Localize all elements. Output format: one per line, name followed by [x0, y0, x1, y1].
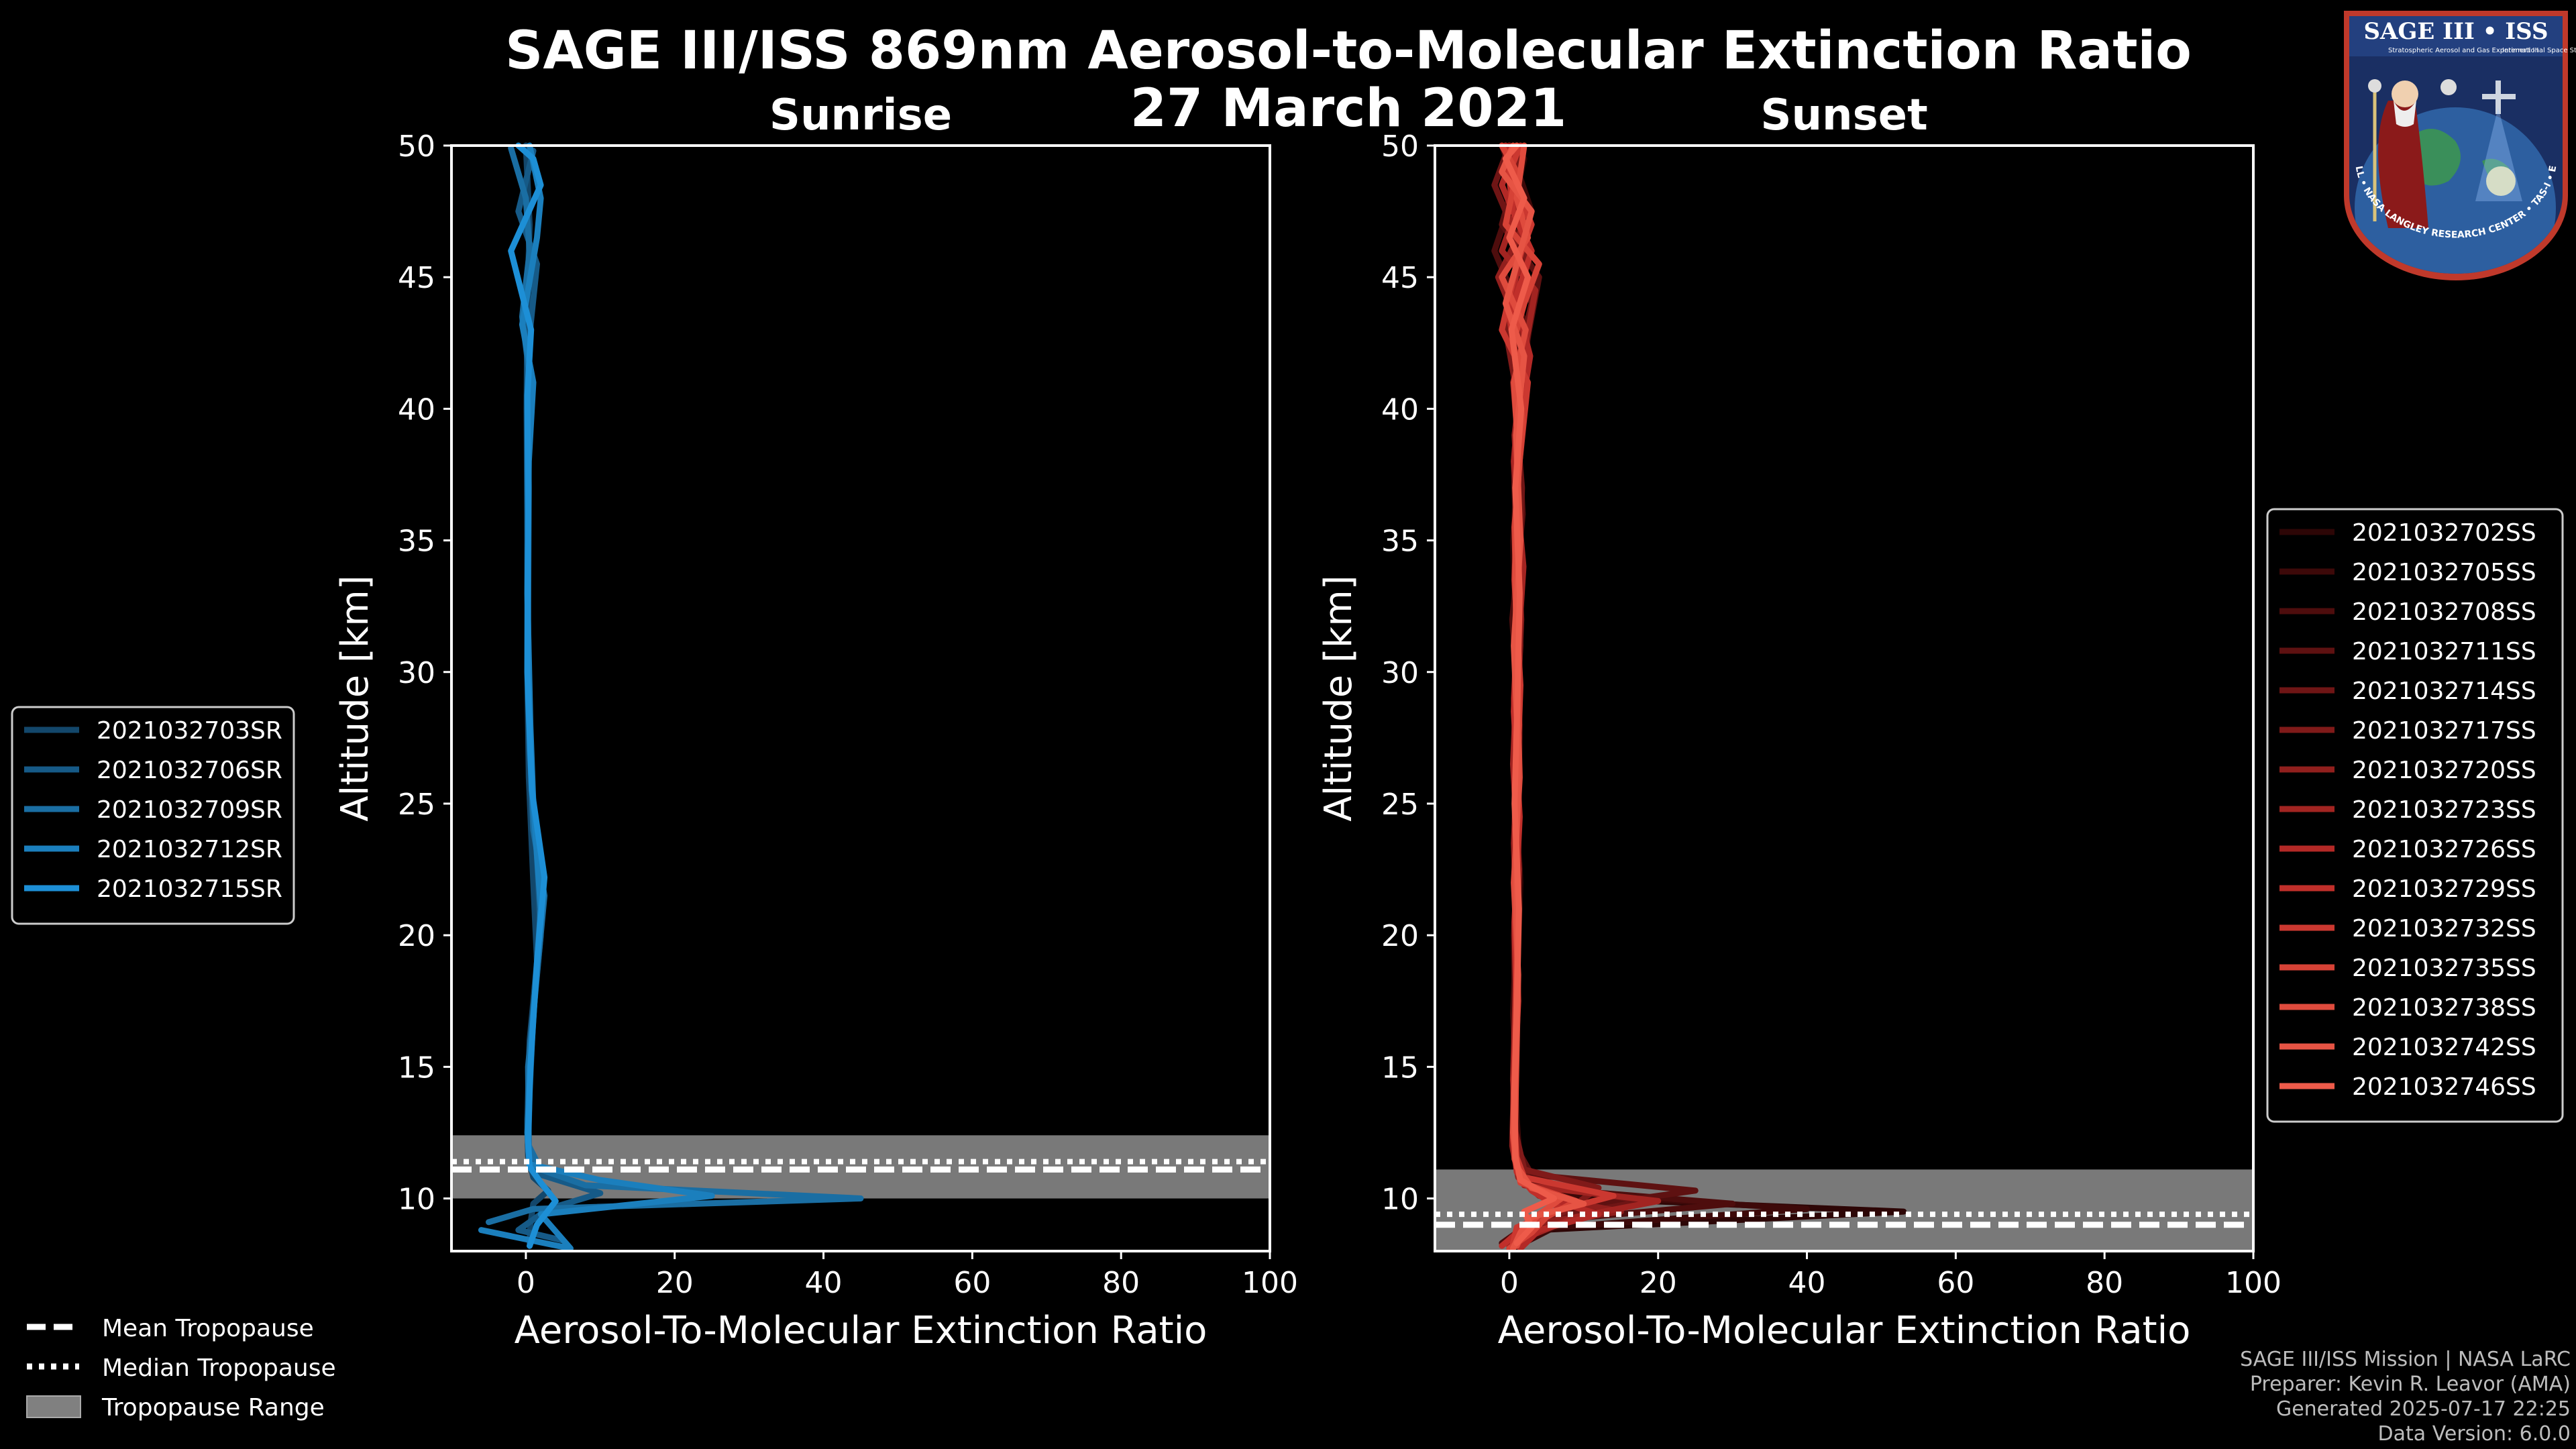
- sunset-legend-label: 2021032714SS: [2352, 678, 2536, 705]
- astronomer-icon: [2378, 101, 2428, 228]
- credit-generated: Generated 2025-07-17 22:25: [2276, 1397, 2571, 1421]
- sunset-legend-label: 2021032711SS: [2352, 638, 2536, 665]
- sunrise-y-tick-label: 10: [398, 1183, 435, 1217]
- sunset-y-tick-label: 10: [1381, 1183, 1419, 1217]
- sunset-legend-label: 2021032738SS: [2352, 994, 2536, 1022]
- tropopause-range-label: Tropopause Range: [101, 1394, 325, 1421]
- figure-date: 27 March 2021: [1130, 78, 1566, 139]
- sunrise-x-tick-label: 20: [656, 1266, 694, 1300]
- sunset-panel: Sunset 0 20 40 60 80 100 10 15 20 25 30 35 40 45 50 Aero…: [1317, 91, 2282, 1352]
- sunset-x-tick-label: 40: [1788, 1266, 1826, 1300]
- sunrise-y-tick-label: 50: [398, 129, 435, 164]
- sunrise-x-axis-label: Aerosol-To-Molecular Extinction Ratio: [515, 1309, 1208, 1352]
- sunrise-y-tick-label: 25: [398, 788, 435, 822]
- sunset-axes-frame: [1434, 144, 2255, 1252]
- sunset-y-axis-label: Altitude [km]: [1317, 575, 1360, 821]
- sunrise-y-tick-label: 40: [398, 392, 435, 427]
- sunset-y-tick-label: 35: [1381, 525, 1419, 559]
- sunset-x-tick-label: 80: [2086, 1266, 2123, 1300]
- sunrise-y-axis-label: Altitude [km]: [333, 575, 377, 821]
- sunset-y-tick-label: 20: [1381, 919, 1419, 953]
- logo-subtitle-right: International Space Station: [2502, 47, 2576, 54]
- sunset-legend-label: 2021032705SS: [2352, 559, 2536, 586]
- sunrise-x-tick-label: 60: [953, 1266, 991, 1300]
- sunrise-legend: 2021032703SR 2021032706SR 2021032709SR 2021…: [11, 706, 295, 925]
- sunset-x-tick-label: 0: [1500, 1266, 1519, 1300]
- logo-subtitle-left: Stratospheric Aerosol and Gas Experiment…: [2388, 47, 2538, 54]
- sunset-x-tick-label: 20: [1640, 1266, 1677, 1300]
- sunset-legend-frame: [2266, 508, 2564, 1123]
- sunset-y-tick-label: 45: [1381, 261, 1419, 295]
- credit-preparer: Preparer: Kevin R. Leavor (AMA): [2250, 1373, 2571, 1396]
- sunrise-plot-area: [451, 146, 1270, 1251]
- sunrise-legend-label: 2021032709SR: [97, 796, 282, 824]
- sunrise-x-tick-label: 80: [1102, 1266, 1140, 1300]
- sunrise-legend-label: 2021032703SR: [97, 717, 282, 745]
- sunset-legend-label: 2021032717SS: [2352, 717, 2536, 745]
- credit-data-version: Data Version: 6.0.0: [2378, 1422, 2571, 1446]
- sunset-legend-label: 2021032746SS: [2352, 1073, 2536, 1101]
- sunrise-y-tick-label: 20: [398, 919, 435, 953]
- sunset-y-tick-label: 30: [1381, 656, 1419, 690]
- mean-tropopause-label: Mean Tropopause: [102, 1315, 314, 1342]
- sunset-series-line-2021032746SS: [1502, 142, 1557, 1246]
- sunset-legend-label: 2021032720SS: [2352, 757, 2536, 784]
- sunset-x-tick-label: 60: [1937, 1266, 1974, 1300]
- sunrise-y-tick-label: 30: [398, 656, 435, 690]
- credits: SAGE III/ISS Mission | NASA LaRC Prepare…: [2240, 1348, 2571, 1446]
- sunset-legend-label: 2021032742SS: [2352, 1034, 2536, 1061]
- sunset-panel-title: Sunset: [1760, 91, 1927, 140]
- sun-icon: [2486, 166, 2516, 196]
- sunrise-x-tick-label: 100: [1242, 1266, 1298, 1300]
- sunset-legend-label: 2021032726SS: [2352, 836, 2536, 863]
- figure-title: SAGE III/ISS 869nm Aerosol-to-Molecular …: [505, 21, 2192, 81]
- sunrise-panel-title: Sunrise: [769, 91, 952, 140]
- sunrise-y-tick-label: 35: [398, 525, 435, 559]
- sunrise-legend-label: 2021032712SR: [97, 836, 282, 863]
- sunset-legend-label: 2021032723SS: [2352, 796, 2536, 824]
- sunrise-series-line-2021032715SR: [508, 142, 559, 1249]
- sunset-y-tick-label: 25: [1381, 788, 1419, 822]
- sunset-y-tick-label: 15: [1381, 1051, 1419, 1085]
- sunset-plot-area: [1435, 146, 2253, 1251]
- logo-title: SAGE III • ISS: [2363, 18, 2548, 45]
- sunrise-legend-frame: [11, 706, 295, 925]
- tropopause-range-swatch: [26, 1395, 81, 1418]
- sunset-x-axis-label: Aerosol-To-Molecular Extinction Ratio: [1498, 1309, 2191, 1352]
- sunset-legend-label: 2021032702SS: [2352, 519, 2536, 547]
- sunrise-x-tick-label: 40: [805, 1266, 843, 1300]
- credit-mission: SAGE III/ISS Mission | NASA LaRC: [2240, 1348, 2571, 1371]
- sunrise-y-tick-label: 45: [398, 261, 435, 295]
- sunset-legend: 2021032702SS 2021032705SS 2021032708SS 2021…: [2266, 508, 2564, 1123]
- median-tropopause-label: Median Tropopause: [102, 1354, 336, 1382]
- sunrise-panel: Sunrise 0 20 40 60 80 100 10 15 20 25 30 35 40 45 50 Aer…: [333, 91, 1298, 1352]
- sunset-legend-label: 2021032735SS: [2352, 955, 2536, 982]
- sunset-legend-label: 2021032732SS: [2352, 915, 2536, 943]
- sunrise-legend-label: 2021032706SR: [97, 757, 282, 784]
- tropopause-legend: Mean Tropopause Median Tropopause Tropop…: [26, 1315, 336, 1421]
- sunset-legend-label: 2021032708SS: [2352, 598, 2536, 626]
- sunrise-y-tick-label: 15: [398, 1051, 435, 1085]
- sunrise-x-tick-label: 0: [517, 1266, 535, 1300]
- sunset-y-tick-label: 50: [1381, 129, 1419, 164]
- sunrise-legend-label: 2021032715SR: [97, 875, 282, 903]
- sunset-legend-label: 2021032729SS: [2352, 875, 2536, 903]
- sunset-y-tick-label: 40: [1381, 392, 1419, 427]
- sunset-x-tick-label: 100: [2225, 1266, 2282, 1300]
- sunrise-axes-frame: [450, 144, 1271, 1252]
